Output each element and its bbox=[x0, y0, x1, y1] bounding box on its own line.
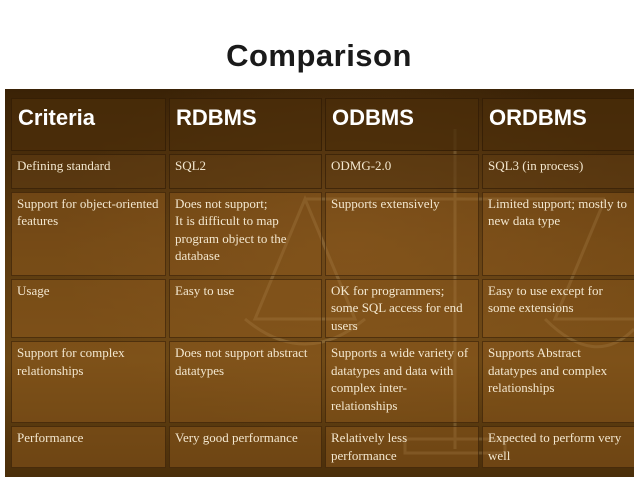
cell-ordbms: Expected to perform very well bbox=[482, 426, 634, 468]
header-rdbms: RDBMS bbox=[169, 98, 322, 152]
cell-ordbms: SQL3 (in process) bbox=[482, 154, 634, 189]
cell-rdbms: Easy to use bbox=[169, 278, 322, 339]
table-row: Support for object-oriented features Doe… bbox=[11, 191, 634, 276]
cell-rdbms: Very good performance bbox=[169, 426, 322, 468]
cell-odbms: Relatively less performance bbox=[325, 426, 479, 468]
table-row: Defining standard SQL2 ODMG-2.0 SQL3 (in… bbox=[11, 154, 634, 189]
cell-criteria: Support for object-oriented features bbox=[11, 191, 166, 276]
header-ordbms: ORDBMS bbox=[482, 98, 634, 152]
cell-ordbms: Limited support; mostly to new data type bbox=[482, 191, 634, 276]
slide-title: Comparison bbox=[226, 38, 412, 73]
cell-odbms: OK for programmers; some SQL access for … bbox=[325, 278, 479, 339]
header-odbms: ODBMS bbox=[325, 98, 479, 152]
cell-criteria: Performance bbox=[11, 426, 166, 468]
cell-criteria: Defining standard bbox=[11, 154, 166, 189]
cell-ordbms: Supports Abstract datatypes and complex … bbox=[482, 341, 634, 424]
cell-rdbms: SQL2 bbox=[169, 154, 322, 189]
cell-rdbms-line1: Does not support; bbox=[175, 195, 268, 211]
table-row: Support for complex relationships Does n… bbox=[11, 341, 634, 424]
cell-ordbms: Easy to use except for some extensions bbox=[482, 278, 634, 339]
cell-odbms: ODMG-2.0 bbox=[325, 154, 479, 189]
cell-criteria: Support for complex relationships bbox=[11, 341, 166, 424]
cell-criteria: Usage bbox=[11, 278, 166, 339]
header-criteria: Criteria bbox=[11, 98, 166, 152]
comparison-table: Criteria RDBMS ODBMS ORDBMS Defining sta… bbox=[8, 95, 634, 471]
cell-rdbms: Does not support abstract datatypes bbox=[169, 341, 322, 424]
cell-odbms: Supports a wide variety of datatypes and… bbox=[325, 341, 479, 424]
comparison-panel: Criteria RDBMS ODBMS ORDBMS Defining sta… bbox=[5, 89, 634, 477]
table-row: Usage Easy to use OK for programmers; so… bbox=[11, 278, 634, 339]
cell-odbms: Supports extensively bbox=[325, 191, 479, 276]
cell-rdbms-line2: It is difficult to map program object to… bbox=[175, 213, 287, 264]
table-header-row: Criteria RDBMS ODBMS ORDBMS bbox=[11, 98, 634, 152]
table-row: Performance Very good performance Relati… bbox=[11, 426, 634, 468]
cell-rdbms: Does not support; It is difficult to map… bbox=[169, 191, 322, 276]
